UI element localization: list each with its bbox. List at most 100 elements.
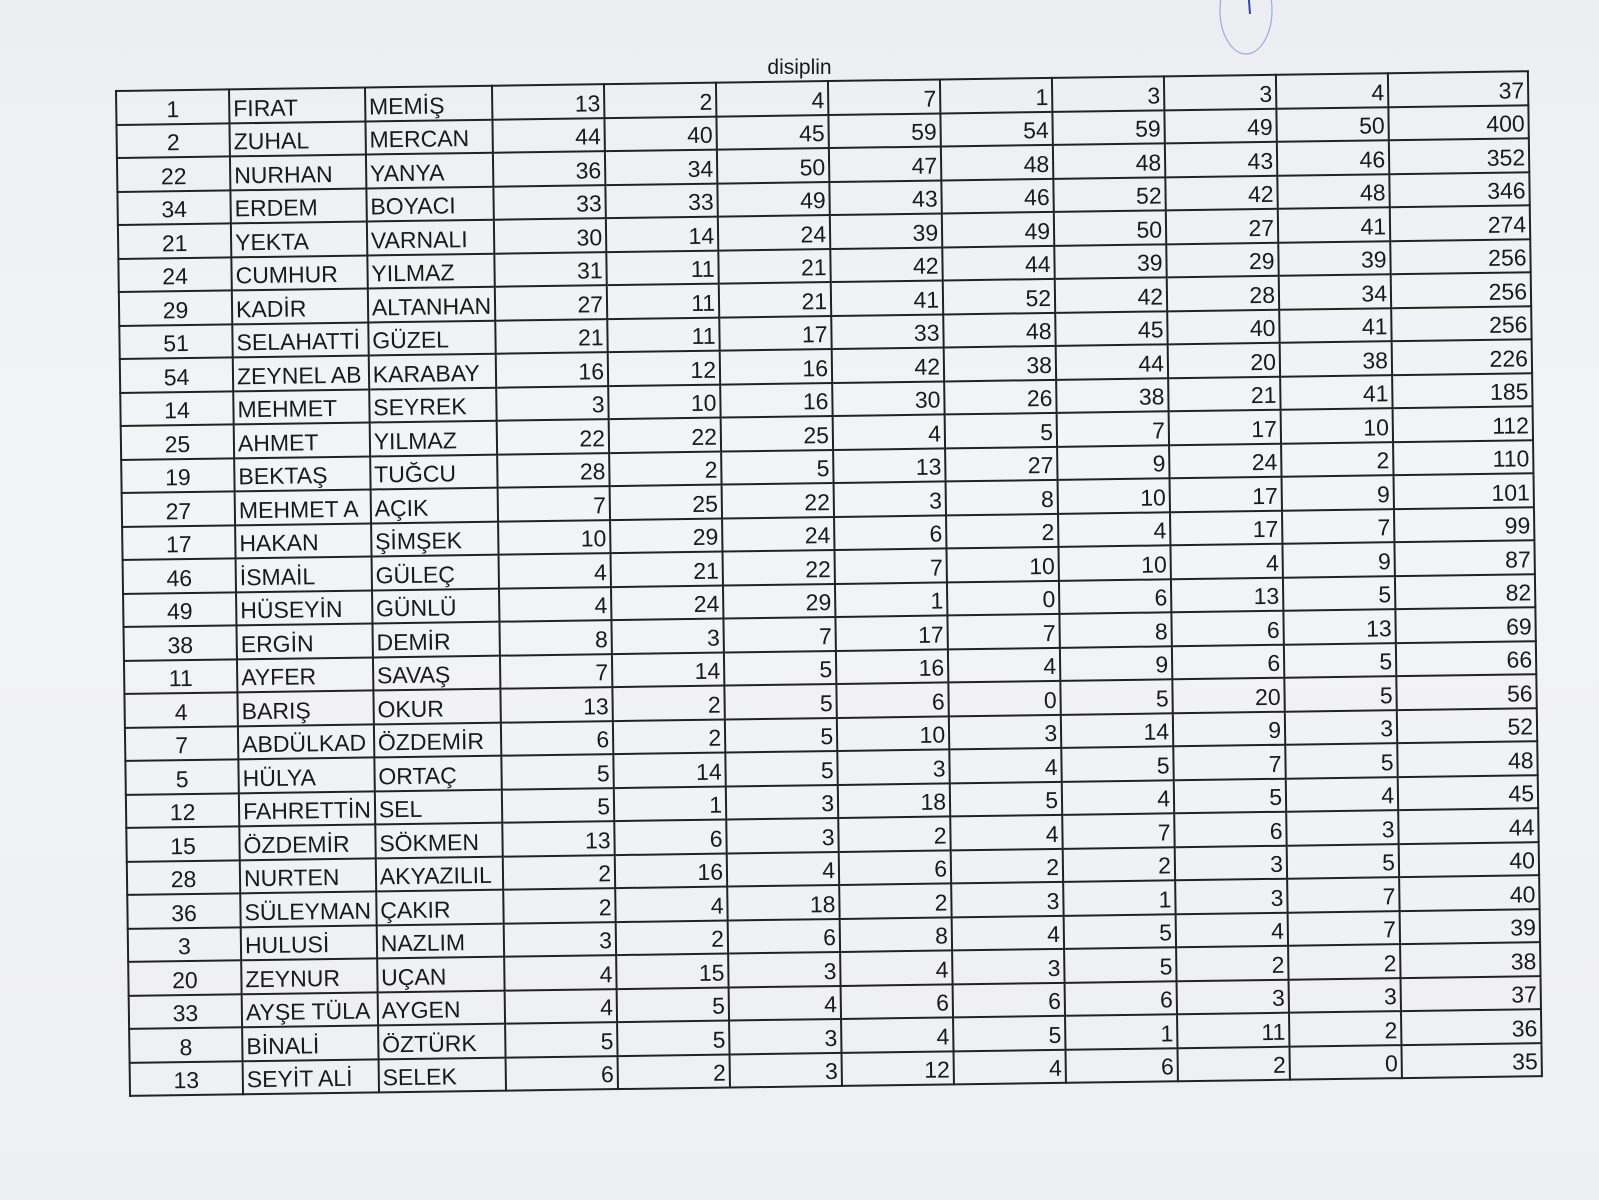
score-cell: 5 [1285,743,1398,779]
score-cell: 6 [834,514,947,550]
last-name: ŞİMŞEK [370,521,499,557]
score-cell: 4 [953,1049,1067,1085]
score-cell: 6 [727,918,841,954]
score-cell: 41 [1277,207,1391,243]
first-name: BİNALİ [242,1025,379,1061]
score-cell: 22 [608,417,722,453]
total-cell: 256 [1390,272,1532,308]
total-cell: 352 [1388,138,1530,174]
score-cell: 5 [1173,778,1287,814]
row-number: 28 [126,859,241,895]
first-name: NURTEN [239,857,376,894]
score-cell: 48 [943,312,1056,348]
score-cell: 4 [726,851,840,887]
score-cell: 10 [1057,478,1171,514]
total-cell: 256 [1390,238,1531,275]
score-cell: 6 [838,849,952,885]
score-cell: 24 [1169,443,1282,479]
score-table: 1 FIRAT MEMİŞ 13 2 4 7 1 3 3 4 37 2 ZUHAL MERCAN 44 40 45… [115,70,1543,1097]
score-cell: 14 [605,216,719,252]
score-cell: 4 [841,1017,954,1053]
row-number: 27 [121,491,236,527]
score-cell: 44 [942,245,1055,281]
score-cell: 12 [607,350,721,386]
score-cell: 25 [609,484,723,520]
score-cell: 5 [501,787,615,823]
score-cell: 5 [724,683,837,720]
total-cell: 112 [1392,406,1534,442]
score-cell: 5 [616,987,730,1023]
score-cell: 3 [611,618,724,654]
score-cell: 4 [504,955,617,991]
score-cell: 4 [1061,779,1175,815]
score-cell: 21 [1168,376,1281,412]
score-cell: 4 [498,553,612,589]
score-cell: 7 [1056,411,1170,447]
score-cell: 40 [1167,309,1280,345]
score-cell: 44 [492,117,605,153]
score-cell: 5 [501,754,614,790]
score-cell: 11 [1177,1012,1290,1048]
score-cell: 29 [610,518,723,554]
last-name: MEMİŞ [364,85,493,122]
score-cell: 5 [617,1020,730,1056]
score-cell: 0 [1289,1044,1402,1080]
last-name: YILMAZ [367,253,495,289]
score-cell: 59 [828,112,941,149]
score-cell: 11 [606,250,719,286]
score-cell: 14 [611,652,725,688]
score-cell: 2 [1289,1011,1402,1047]
first-name: ZEYNUR [241,958,378,994]
score-cell: 17 [1170,510,1283,546]
score-cell: 9 [1172,711,1286,747]
score-cell: 49 [941,211,1055,247]
score-cell: 4 [1175,912,1289,948]
score-cell: 6 [1171,644,1285,680]
score-cell: 22 [721,483,835,519]
score-cell: 3 [1175,878,1288,914]
score-cell: 42 [831,347,945,383]
score-cell: 2 [604,82,717,118]
total-cell: 66 [1395,640,1537,677]
last-name: YANYA [365,152,494,189]
score-cell: 34 [1278,274,1392,310]
first-name: YEKTA [230,221,368,257]
score-cell: 20 [1172,677,1285,713]
score-cell: 6 [1059,578,1172,614]
score-cell: 4 [1285,776,1399,812]
last-name: YILMAZ [369,420,498,456]
first-name: SEYİT ALİ [242,1058,379,1095]
score-cell: 18 [837,782,951,818]
score-cell: 2 [1281,441,1394,477]
total-cell: 274 [1389,205,1531,241]
score-cell: 4 [951,915,1065,951]
table-body: 1 FIRAT MEMİŞ 13 2 4 7 1 3 3 4 37 2 ZUHAL MERCAN 44 40 45… [116,71,1542,1096]
score-cell: 42 [1054,277,1168,313]
score-cell: 24 [611,585,724,621]
total-cell: 37 [1400,975,1542,1012]
score-cell: 1 [1065,1014,1178,1050]
score-cell: 2 [1288,944,1401,980]
score-cell: 3 [726,817,839,854]
score-cell: 10 [1280,408,1394,444]
score-cell: 4 [950,814,1063,850]
score-cell: 4 [832,414,946,450]
total-cell: 37 [1387,71,1529,107]
score-cell: 3 [948,714,1062,750]
score-cell: 3 [725,784,839,820]
score-cell: 21 [718,282,832,318]
row-number: 8 [129,1027,243,1063]
row-number: 3 [127,926,242,962]
last-name: GÜZEL [368,320,496,356]
score-cell: 10 [946,546,1060,582]
score-cell: 22 [722,549,836,586]
score-cell: 5 [944,412,1058,448]
last-name: ALTANHAN [367,286,496,322]
score-cell: 4 [1170,543,1283,579]
row-number: 13 [129,1060,244,1096]
last-name: NAZLIM [376,923,505,959]
score-cell: 7 [1287,910,1401,946]
first-name: AYFER [236,656,374,693]
last-name: SEYREK [368,387,497,423]
score-cell: 3 [503,921,617,957]
